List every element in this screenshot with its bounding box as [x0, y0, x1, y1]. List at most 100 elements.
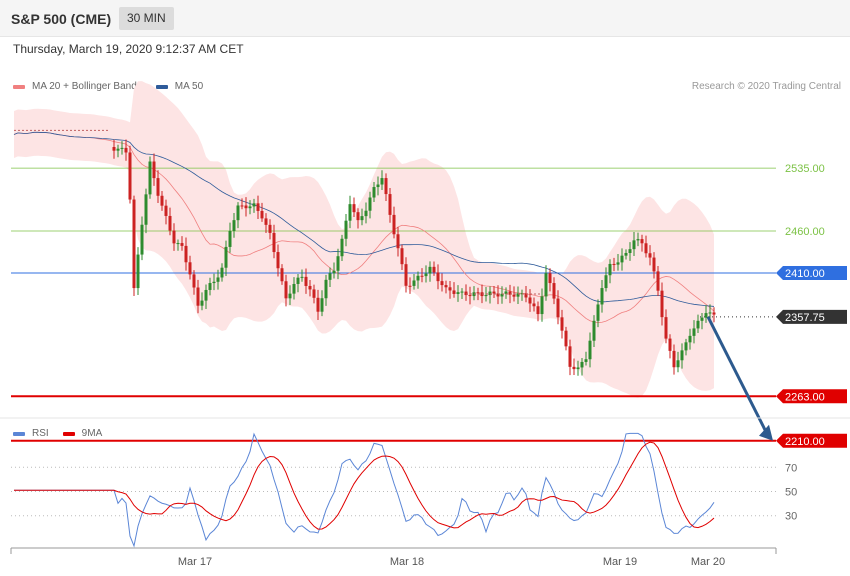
candle: [452, 282, 456, 298]
candle: [684, 338, 688, 356]
candle: [700, 313, 704, 330]
candle: [560, 309, 564, 339]
candle: [220, 263, 224, 282]
candle: [608, 259, 612, 284]
candle: [492, 285, 496, 298]
candle: [460, 288, 464, 299]
candle: [692, 320, 696, 344]
candle: [264, 213, 268, 233]
header-bar: S&P 500 (CME) 30 MIN: [0, 0, 850, 37]
candle: [504, 287, 508, 299]
level-label-text: 2410.00: [785, 268, 825, 280]
candle: [120, 141, 124, 155]
candle: [444, 280, 448, 294]
candle: [396, 227, 400, 257]
candle: [544, 265, 548, 301]
candle: [300, 269, 304, 282]
candle: [232, 213, 236, 238]
level-label-resistance: 2535.00: [785, 163, 825, 175]
legend-rsi-label: RSI: [32, 428, 49, 439]
x-tick-label: Mar 17: [178, 556, 212, 568]
ma20-line: [13, 131, 715, 323]
candle: [212, 273, 216, 291]
candle: [552, 277, 556, 305]
rsi-tick-label: 30: [785, 511, 797, 523]
candle: [540, 288, 544, 322]
candle: [428, 261, 432, 282]
candle: [556, 290, 560, 325]
candle: [332, 262, 336, 279]
candle: [172, 223, 176, 251]
candle: [516, 286, 520, 305]
candle: [356, 208, 360, 229]
candle: [336, 248, 340, 280]
candle: [572, 358, 576, 376]
candle: [420, 268, 424, 283]
candle: [144, 188, 148, 234]
candle: [416, 271, 420, 289]
candle: [272, 224, 276, 259]
candle: [308, 279, 312, 297]
candle: [128, 145, 132, 204]
candle: [152, 153, 156, 186]
candle: [180, 236, 184, 251]
candle: [680, 343, 684, 369]
x-tick-label: Mar 19: [603, 556, 637, 568]
candle: [488, 286, 492, 304]
level-label-pivot: 2410.00: [776, 265, 847, 280]
candle: [256, 195, 260, 220]
legend-rsi-ma-label: 9MA: [81, 428, 103, 439]
candle: [616, 254, 620, 271]
candle: [596, 299, 600, 328]
candle: [148, 156, 152, 199]
candle: [348, 195, 352, 229]
main-legend: MA 20 + Bollinger Bands MA 50: [13, 81, 203, 92]
candle: [188, 255, 192, 280]
level-label-resistance: 2460.00: [785, 226, 825, 238]
candle: [412, 274, 416, 290]
candle: [316, 289, 320, 321]
candle: [132, 195, 136, 296]
rsi-legend: RSI 9MA: [13, 428, 102, 439]
candle: [620, 248, 624, 271]
candle: [244, 197, 248, 217]
candle: [312, 284, 316, 304]
candle: [600, 280, 604, 313]
candle: [404, 257, 408, 293]
candle: [464, 284, 468, 301]
time-axis: Mar 17 Mar 18 Mar 19 Mar 20: [10, 547, 777, 568]
level-label-text: 2460.00: [785, 226, 825, 238]
candle: [252, 198, 256, 213]
x-tick-label: Mar 18: [390, 556, 424, 568]
candle: [500, 286, 504, 304]
legend-ma20-label: MA 20 + Bollinger Bands: [32, 81, 142, 92]
candle: [392, 206, 396, 239]
candle: [216, 269, 220, 290]
candle: [436, 264, 440, 290]
ma20-swatch: [13, 84, 25, 89]
candle: [528, 289, 532, 312]
candle: [360, 208, 364, 226]
candle: [424, 265, 428, 283]
candle: [376, 176, 380, 196]
bollinger-band: [14, 81, 714, 398]
candle: [668, 334, 672, 359]
level-label-text: 2357.75: [785, 312, 825, 324]
candle: [116, 144, 120, 158]
rsi-panel: 70 50 30: [0, 417, 850, 548]
candle: [280, 264, 284, 285]
forecast-arrow-head: [759, 424, 773, 441]
candle: [352, 197, 356, 217]
timeframe-badge[interactable]: 30 MIN: [119, 7, 174, 30]
candle: [532, 297, 536, 312]
level-label-support: 2263.00: [776, 389, 847, 404]
candle: [124, 139, 128, 161]
candle: [644, 235, 648, 258]
rsi-tick-label: 50: [785, 487, 797, 499]
candle: [184, 237, 188, 271]
candle: [440, 273, 444, 292]
candle: [672, 344, 676, 375]
level-labels-layer: 2535.00 2460.00 2410.00 2357.75 2263.00 2210.…: [776, 163, 847, 448]
candle: [304, 268, 308, 294]
